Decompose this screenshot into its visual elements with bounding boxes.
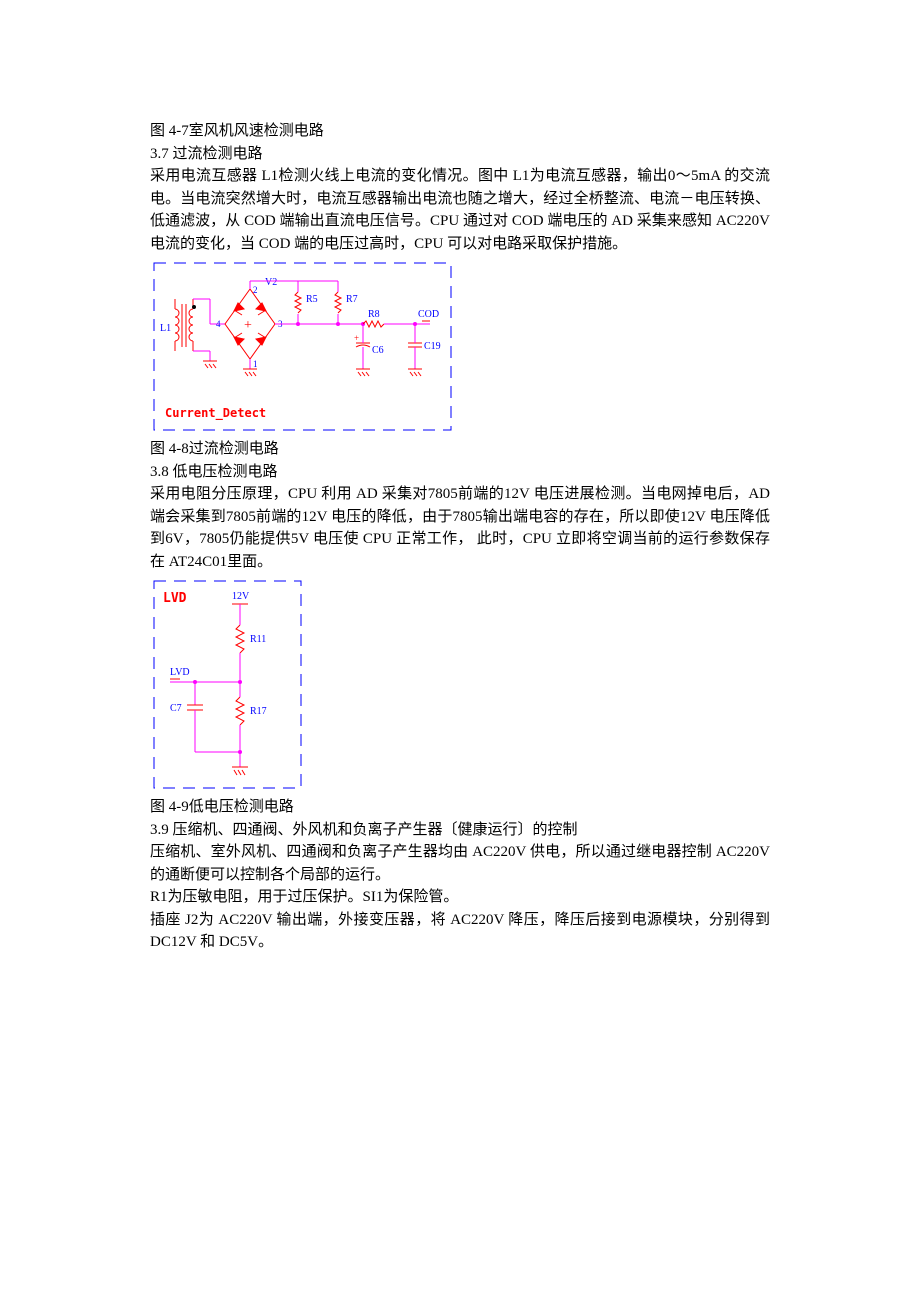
label-pin2: 2 — [253, 285, 258, 295]
label-r7: R7 — [346, 294, 358, 305]
svg-text:+: + — [244, 318, 252, 333]
caption-4-7: 图 4-7室风机风速检测电路 — [150, 120, 770, 143]
section-3-7-body: 采用电流互感器 L1检测火线上电流的变化情况。图中 L1为电流互感器，输出0～5… — [150, 165, 770, 255]
circuit-4-9-container: LVD 12V R11 LVD — [150, 577, 770, 792]
circuit-title: Current_Detect — [165, 406, 266, 421]
circuit-4-8-diagram: Current_Detect L1 — [150, 259, 455, 434]
svg-text:+: + — [354, 333, 359, 343]
circuit-4-9-diagram: LVD 12V R11 LVD — [150, 577, 305, 792]
label-12v: 12V — [232, 591, 250, 602]
section-3-7-title: 3.7 过流检测电路 — [150, 143, 770, 166]
label-c19: C19 — [424, 341, 441, 352]
section-3-9-body-3: 插座 J2为 AC220V 输出端，外接变压器，将 AC220V 降压，降压后接… — [150, 909, 770, 954]
section-3-9-body-2: R1为压敏电阻，用于过压保护。SI1为保险管。 — [150, 886, 770, 909]
label-pin1: 1 — [253, 359, 258, 369]
caption-4-9: 图 4-9低电压检测电路 — [150, 796, 770, 819]
label-r11: R11 — [250, 634, 266, 645]
caption-4-8: 图 4-8过流检测电路 — [150, 438, 770, 461]
section-3-8-title: 3.8 低电压检测电路 — [150, 461, 770, 484]
label-r17: R17 — [250, 706, 267, 717]
label-l1: L1 — [160, 323, 171, 334]
circuit-title-lvd: LVD — [163, 591, 187, 606]
label-cod: COD — [418, 309, 439, 320]
section-3-9-body-1: 压缩机、室外风机、四通阀和负离子产生器均由 AC220V 供电，所以通过继电器控… — [150, 841, 770, 886]
label-lvd: LVD — [170, 667, 190, 678]
section-3-9-title: 3.9 压缩机、四通阀、外风机和负离子产生器〔健康运行〕的控制 — [150, 819, 770, 842]
label-v2: V2 — [265, 277, 277, 288]
label-pin4: 4 — [216, 319, 221, 329]
label-r5: R5 — [306, 294, 318, 305]
label-c6: C6 — [372, 345, 384, 356]
section-3-8-body: 采用电阻分压原理，CPU 利用 AD 采集对7805前端的12V 电压进展检测。… — [150, 483, 770, 573]
label-r8: R8 — [368, 309, 380, 320]
circuit-4-8-container: Current_Detect L1 — [150, 259, 770, 434]
label-c7: C7 — [170, 703, 182, 714]
